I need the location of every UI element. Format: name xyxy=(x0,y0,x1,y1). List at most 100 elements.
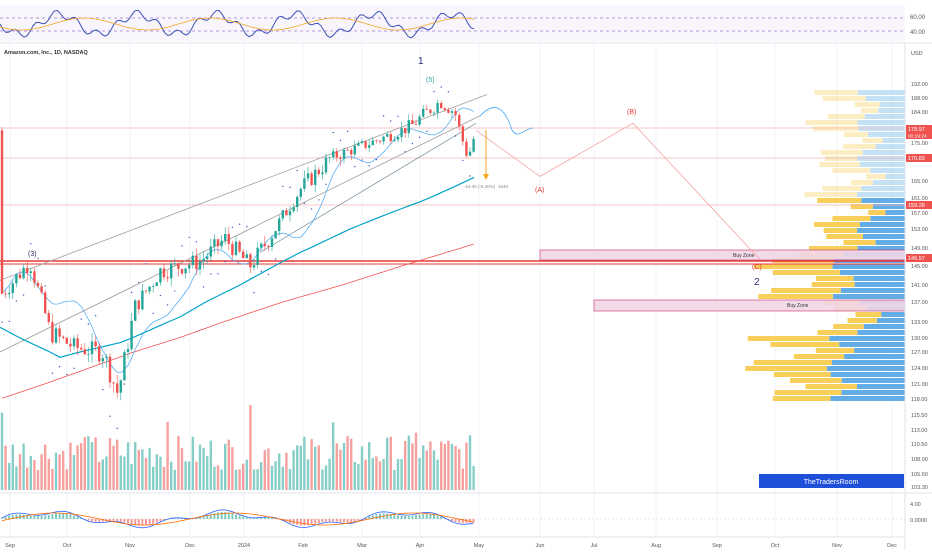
volume-bar xyxy=(134,442,136,490)
volume-bar xyxy=(98,462,100,490)
volume-bar xyxy=(76,445,78,490)
macd-bar xyxy=(116,519,118,521)
volume-bar xyxy=(260,462,262,490)
macd-bar xyxy=(55,514,57,519)
macd-bar xyxy=(8,516,10,519)
volume-bar xyxy=(94,437,96,490)
volume-bar xyxy=(159,457,161,490)
macd-bar xyxy=(329,519,331,521)
macd-bar xyxy=(120,519,122,522)
candle xyxy=(1,127,3,294)
price-axis[interactable]: 192.00188.00184.00180.00175.00170.00165.… xyxy=(911,82,928,491)
macd-bar xyxy=(404,516,406,519)
macd-bar xyxy=(217,512,219,519)
volume-bar xyxy=(246,460,248,490)
macd-bar xyxy=(401,516,403,519)
price-tick: 137.00 xyxy=(911,300,928,306)
volume-bar xyxy=(332,422,334,490)
volume-bar xyxy=(249,405,251,490)
price-tick: 105.60 xyxy=(911,472,928,478)
volume-bar xyxy=(73,455,75,490)
wave-b-label: (B) xyxy=(627,109,636,116)
volume-bar xyxy=(80,443,82,490)
macd-bar xyxy=(318,519,320,523)
volume-bar xyxy=(368,442,370,490)
volume-bar xyxy=(188,462,190,490)
volume-bar xyxy=(130,464,132,490)
time-tick: Oct xyxy=(63,543,72,549)
volume-bar xyxy=(462,468,464,490)
volume-bar xyxy=(15,466,17,490)
volume-bar xyxy=(224,444,226,490)
macd-bar xyxy=(51,514,53,519)
price-tick: 108.00 xyxy=(911,457,928,463)
level-badge: 159.28 xyxy=(908,203,925,209)
volume-bar xyxy=(318,445,320,490)
macd-bar xyxy=(231,513,233,519)
volume-bar xyxy=(296,445,298,490)
price-tick: 175.00 xyxy=(911,141,928,147)
volume-bar xyxy=(199,445,201,490)
macd-bar xyxy=(149,519,151,525)
volume-bar xyxy=(123,457,125,490)
macd-bar xyxy=(30,516,32,519)
wave-1-label: 1 xyxy=(418,56,424,67)
macd-bar xyxy=(242,517,244,519)
volume-bar xyxy=(436,460,438,490)
time-tick: Sep xyxy=(5,543,15,549)
volume-bar xyxy=(37,470,39,490)
macd-bar xyxy=(429,514,431,519)
currency-label: USD xyxy=(911,51,923,57)
time-tick: Sep xyxy=(712,543,722,549)
volume-bar xyxy=(411,443,413,490)
buy-zone-2-label: Buy Zone xyxy=(787,303,809,309)
macd-bar xyxy=(253,518,255,519)
volume-bar xyxy=(321,469,323,490)
volume-bar xyxy=(195,462,197,490)
macd-bar xyxy=(62,513,64,519)
volume-bar xyxy=(292,450,294,490)
price-tick: 188.00 xyxy=(911,96,928,102)
time-tick: Mar xyxy=(357,543,367,549)
volume-bar xyxy=(285,453,287,490)
volume-bar xyxy=(264,450,266,490)
candle xyxy=(134,299,136,321)
time-tick: 2024 xyxy=(238,543,250,549)
macd-bar xyxy=(134,519,136,525)
volume-bar xyxy=(271,466,273,490)
volume-bar xyxy=(429,441,431,490)
macd-bar xyxy=(440,517,442,519)
volume-bar xyxy=(228,440,230,490)
volume-bar xyxy=(314,447,316,490)
volume-bar xyxy=(55,453,57,490)
macd-bar xyxy=(44,516,46,519)
volume-bar xyxy=(138,450,140,490)
volume-bar xyxy=(339,450,341,490)
macd-bar xyxy=(314,519,316,524)
price-tick: 115.50 xyxy=(911,413,927,419)
time-tick: Apr xyxy=(416,543,425,549)
price-tick: 103.30 xyxy=(911,485,928,491)
macd-bar xyxy=(159,519,161,521)
volume-bar xyxy=(102,459,104,490)
volume-bar xyxy=(152,467,154,490)
price-tick: 192.00 xyxy=(911,82,928,88)
volume-bar xyxy=(145,458,147,490)
macd-bar xyxy=(77,517,79,519)
volume-bar xyxy=(105,456,107,490)
price-tick: 113.00 xyxy=(911,428,927,434)
volume-bar xyxy=(375,456,377,490)
price-tick: 145.00 xyxy=(911,264,928,270)
macd-bar xyxy=(415,515,417,519)
volume-bar xyxy=(336,443,338,490)
volume-bar xyxy=(163,467,165,490)
volume-bar xyxy=(127,442,129,490)
volume-bar xyxy=(44,445,46,490)
volume-bar xyxy=(325,465,327,490)
volume-bar xyxy=(51,469,53,490)
volume-bar xyxy=(148,448,150,490)
macd-bar xyxy=(249,518,251,519)
volume-bar xyxy=(274,461,276,490)
